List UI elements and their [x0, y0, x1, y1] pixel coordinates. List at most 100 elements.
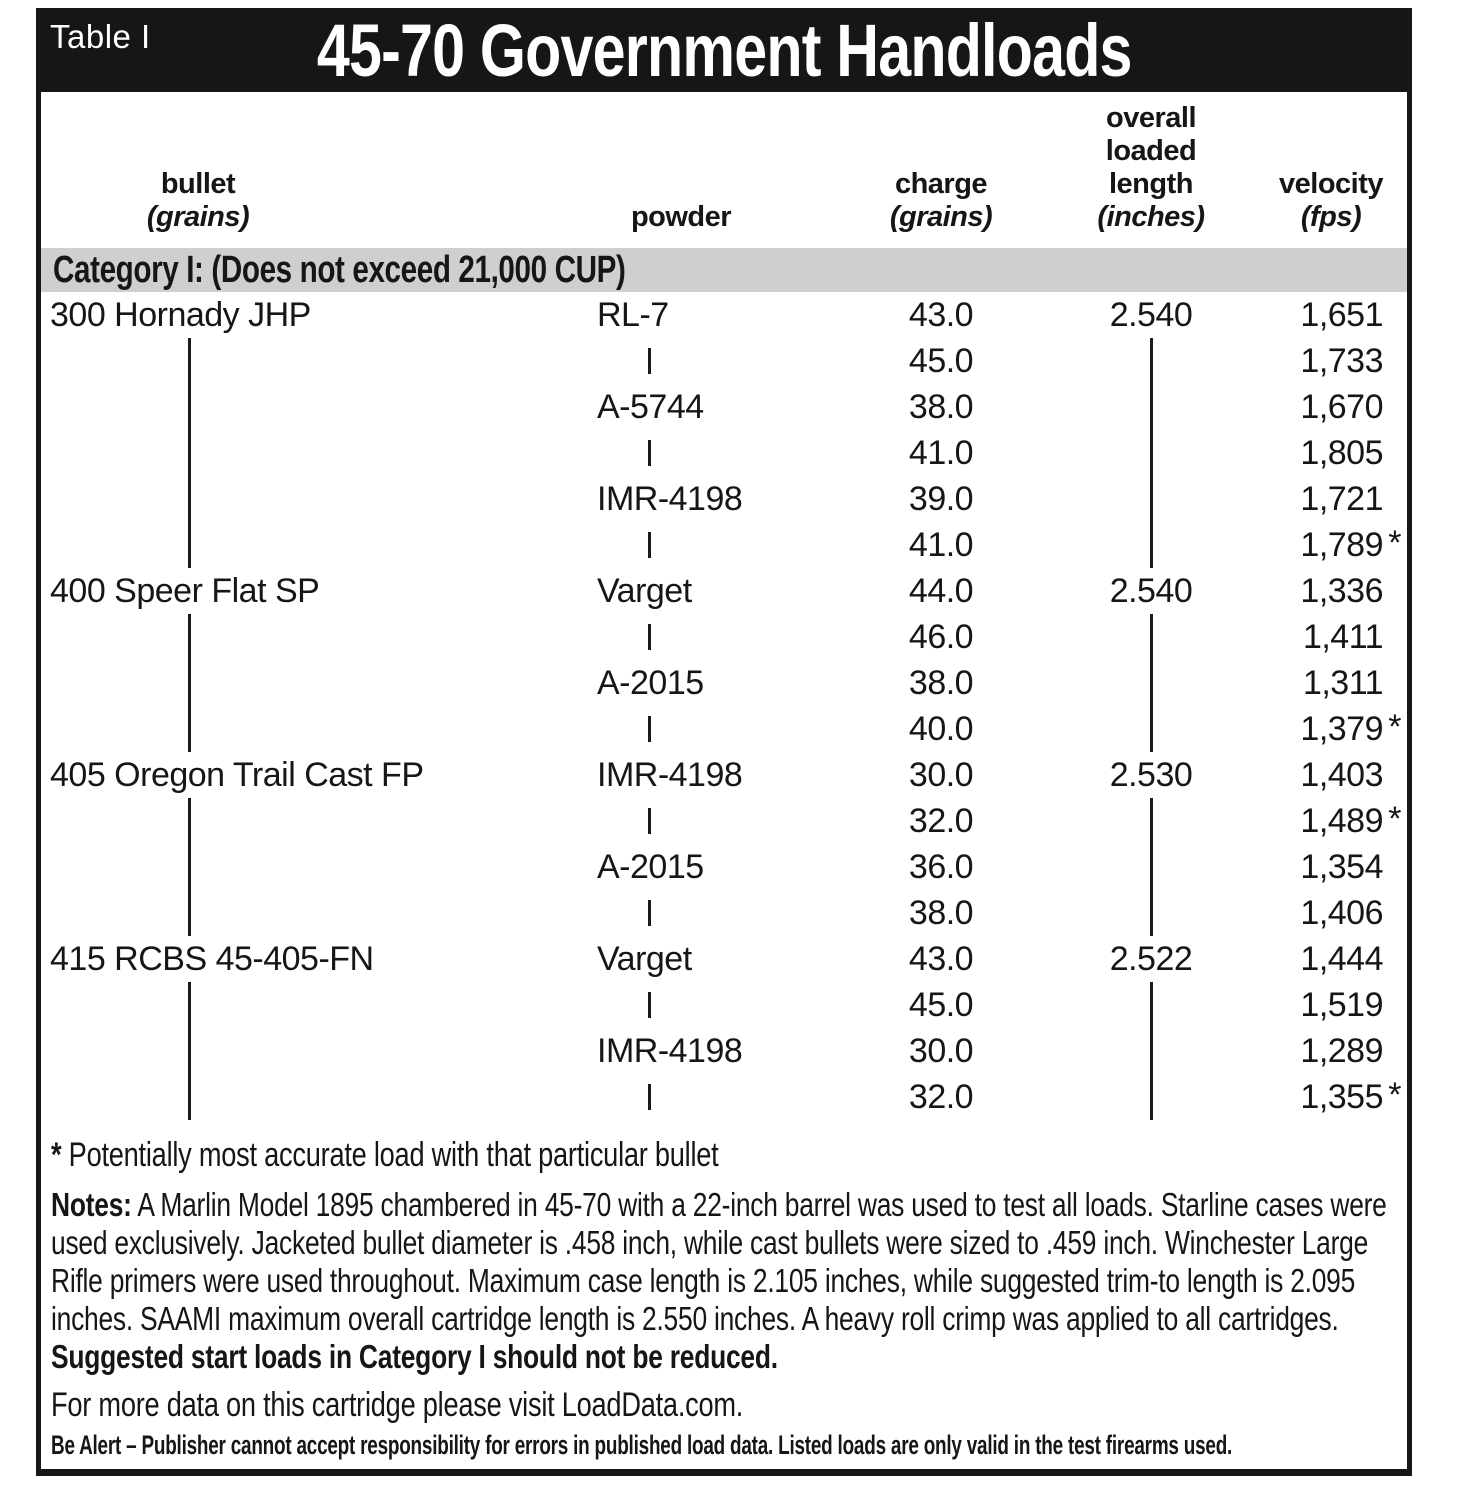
ditto-line	[1149, 338, 1153, 384]
oal-cell	[1051, 430, 1251, 476]
footnote-text: Potentially most accurate load with that…	[68, 1136, 719, 1174]
ditto-line	[188, 706, 191, 752]
powder-cell	[561, 706, 801, 752]
table-row: IMR-4198 39.0 1,721	[41, 476, 1407, 522]
charge-cell: 38.0	[908, 663, 974, 702]
table-row: 400 Speer Flat SP Varget 44.0 2.540 1,336	[41, 568, 1407, 614]
powder-cell	[561, 890, 801, 936]
ditto-line	[648, 992, 651, 1018]
ditto-line	[188, 384, 191, 430]
ditto-line	[648, 1084, 651, 1110]
velocity-cell: 1,651	[1300, 295, 1383, 334]
powder-cell: IMR-4198	[597, 755, 743, 794]
oal-cell: 2.522	[1109, 939, 1193, 978]
charge-cell: 30.0	[908, 755, 974, 794]
table-body: bullet (grains) powder charge (grains) o…	[36, 92, 1412, 1476]
charge-cell: 40.0	[908, 709, 974, 748]
powder-cell: A-5744	[597, 387, 704, 426]
ditto-line	[1149, 430, 1153, 476]
oal-cell	[1051, 660, 1251, 706]
velocity-cell: 1,354	[1300, 847, 1383, 886]
powder-cell	[561, 1074, 801, 1120]
charge-cell: 39.0	[908, 479, 974, 518]
ditto-line	[188, 476, 191, 522]
ditto-line	[648, 348, 651, 374]
ditto-line	[1149, 706, 1153, 752]
accuracy-asterisk: *	[1388, 708, 1401, 746]
velocity-cell: 1,805	[1300, 433, 1383, 472]
more-data-note: For more data on this cartridge please v…	[51, 1386, 1407, 1426]
velocity-cell: 1,733	[1300, 341, 1383, 380]
ditto-line	[188, 1074, 191, 1120]
notes: Notes: A Marlin Model 1895 chambered in …	[51, 1186, 1407, 1376]
col-label-bullet: bullet	[160, 168, 236, 200]
charge-cell: 43.0	[908, 939, 974, 978]
oal-cell	[1051, 982, 1251, 1028]
bullet-cell	[41, 798, 561, 844]
ditto-line	[188, 522, 191, 568]
velocity-cell: 1,789 *	[1300, 524, 1401, 564]
charge-cell: 38.0	[908, 387, 974, 426]
col-unit-bullet: (grains)	[146, 201, 250, 233]
ditto-line	[188, 1028, 191, 1074]
col-header-powder: powder	[561, 201, 801, 234]
page-title: 45-70 Government Handloads	[316, 8, 1133, 92]
powder-cell	[561, 798, 801, 844]
oal-cell	[1051, 614, 1251, 660]
col-label-charge: charge	[894, 168, 988, 200]
category-label: Category I: (Does not exceed 21,000 CUP)	[53, 248, 626, 291]
charge-cell: 43.0	[908, 295, 974, 334]
bullet-cell	[41, 844, 561, 890]
table-row: IMR-4198 30.0 1,289	[41, 1028, 1407, 1074]
bullet-cell: 405 Oregon Trail Cast FP	[50, 755, 424, 794]
charge-cell: 44.0	[908, 571, 974, 610]
ditto-line	[1149, 614, 1153, 660]
column-headers: bullet (grains) powder charge (grains) o…	[41, 92, 1407, 238]
bullet-cell	[41, 614, 561, 660]
charge-cell: 41.0	[908, 433, 974, 472]
powder-cell: RL-7	[597, 295, 669, 334]
velocity-cell: 1,403	[1300, 755, 1383, 794]
oal-cell	[1051, 798, 1251, 844]
table-title-bar: Table I 45-70 Government Handloads	[36, 8, 1412, 92]
col-label-oal-1: overall	[1106, 102, 1197, 134]
ditto-line	[1149, 476, 1153, 522]
table-row: 32.0 1,355 *	[41, 1074, 1407, 1120]
ditto-line	[1149, 522, 1153, 568]
powder-cell: Varget	[597, 571, 692, 610]
table-row: 45.0 1,519	[41, 982, 1407, 1028]
table-row: 41.0 1,805	[41, 430, 1407, 476]
bullet-cell	[41, 1028, 561, 1074]
accuracy-asterisk: *	[1388, 524, 1401, 562]
ditto-line	[1149, 890, 1153, 936]
ditto-line	[1149, 982, 1153, 1028]
bullet-cell	[41, 522, 561, 568]
col-unit-velocity: (fps)	[1300, 201, 1362, 233]
bullet-cell: 415 RCBS 45-405-FN	[50, 939, 374, 978]
bullet-cell	[41, 982, 561, 1028]
table-row: 46.0 1,411	[41, 614, 1407, 660]
col-label-powder: powder	[630, 201, 732, 233]
table-row: 38.0 1,406	[41, 890, 1407, 936]
ditto-line	[1149, 1028, 1153, 1074]
table-row: 405 Oregon Trail Cast FP IMR-4198 30.0 2.53…	[41, 752, 1407, 798]
table-tag: Table I	[50, 18, 151, 55]
velocity-cell: 1,519	[1300, 985, 1383, 1024]
powder-cell	[561, 522, 801, 568]
powder-cell: A-2015	[597, 663, 704, 702]
ditto-line	[648, 624, 651, 650]
bullet-cell	[41, 338, 561, 384]
charge-cell: 32.0	[908, 1077, 974, 1116]
notes-bold-tail: Suggested start loads in Category I shou…	[51, 1338, 778, 1375]
charge-cell: 46.0	[908, 617, 974, 656]
charge-cell: 36.0	[908, 847, 974, 886]
ditto-line	[648, 440, 651, 466]
bullet-cell	[41, 384, 561, 430]
ditto-line	[188, 890, 191, 936]
velocity-cell: 1,336	[1300, 571, 1383, 610]
col-label-velocity: velocity	[1279, 168, 1384, 200]
bullet-cell	[41, 476, 561, 522]
table-row: 32.0 1,489 *	[41, 798, 1407, 844]
velocity-cell: 1,355 *	[1300, 1076, 1401, 1116]
velocity-cell: 1,311	[1302, 663, 1384, 702]
